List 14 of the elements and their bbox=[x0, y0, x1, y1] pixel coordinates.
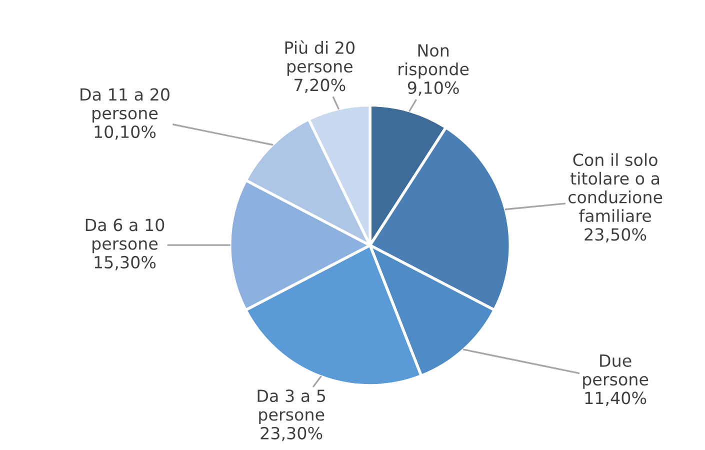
data-label: 11,40% bbox=[585, 392, 646, 406]
slice-label: Da 11 a 20 persone bbox=[80, 88, 170, 123]
slice-label: Da 3 a 5 persone bbox=[258, 390, 326, 424]
slice-label: Con il solo titolare o a conduzione familiare bbox=[568, 153, 662, 222]
data-label: 23,30% bbox=[260, 426, 322, 442]
data-label: 15,30% bbox=[94, 256, 156, 270]
data-label: 9,10% bbox=[408, 81, 459, 96]
slice-label: Più di 20 persone bbox=[285, 40, 355, 76]
data-label: 23,50% bbox=[584, 228, 646, 242]
slice-label: Due persone bbox=[583, 354, 648, 389]
data-label: 10,10% bbox=[94, 125, 156, 140]
slice-label: Da 6 a 10 persone bbox=[86, 218, 164, 254]
slice-label: Non risponde bbox=[398, 44, 469, 79]
data-label: 7,20% bbox=[294, 78, 346, 93]
